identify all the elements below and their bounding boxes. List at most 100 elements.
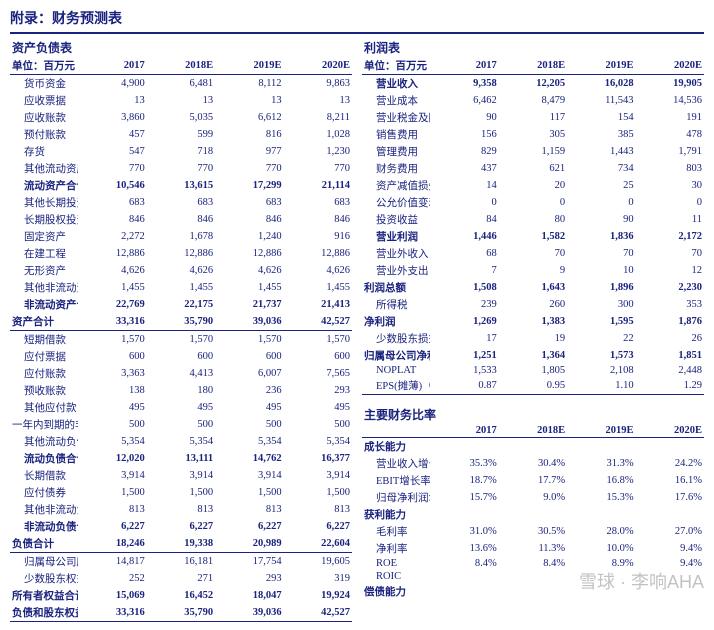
- data-cell: 260: [499, 296, 567, 313]
- data-cell: 495: [147, 399, 215, 416]
- data-cell: 8,112: [215, 75, 283, 93]
- year-header: 2019E: [215, 57, 283, 75]
- data-cell: 30.4%: [499, 455, 567, 472]
- data-cell: 305: [499, 126, 567, 143]
- row-label: 营业利润: [362, 228, 430, 245]
- row-label: 应收账款: [10, 109, 78, 126]
- data-cell: 17: [430, 330, 498, 347]
- row-label: 一年内到期的非流动负债: [10, 416, 78, 433]
- row-label: 其他流动负债: [10, 433, 78, 450]
- year-header: 2018E: [147, 57, 215, 75]
- data-cell: 319: [284, 570, 352, 587]
- data-cell: 180: [147, 382, 215, 399]
- data-cell: 600: [215, 348, 283, 365]
- data-cell: 916: [284, 228, 352, 245]
- data-cell: 18.7%: [430, 472, 498, 489]
- data-cell: 5,035: [147, 109, 215, 126]
- data-cell: 19,924: [284, 587, 352, 604]
- row-label: 成长能力: [362, 438, 430, 456]
- data-cell: 1,851: [636, 347, 704, 364]
- data-cell: 12,886: [284, 245, 352, 262]
- data-cell: 1,251: [430, 347, 498, 364]
- data-cell: 17.6%: [636, 489, 704, 506]
- row-label: 营业外收入: [362, 245, 430, 262]
- data-cell: 13,615: [147, 177, 215, 194]
- data-cell: 2,448: [636, 364, 704, 377]
- data-cell: 1,643: [499, 279, 567, 296]
- data-cell: 20: [499, 177, 567, 194]
- data-cell: 16,181: [147, 553, 215, 571]
- row-label: 无形资产: [10, 262, 78, 279]
- data-cell: 19,905: [636, 75, 704, 93]
- data-cell: 5,354: [215, 433, 283, 450]
- data-cell: 117: [499, 109, 567, 126]
- data-cell: 353: [636, 296, 704, 313]
- data-cell: 846: [78, 211, 146, 228]
- row-label: 销售费用: [362, 126, 430, 143]
- data-cell: 0: [636, 194, 704, 211]
- data-cell: 4,626: [284, 262, 352, 279]
- financial-forecast-page: 附录：财务预测表 资产负债表单位：百万元20172018E2019E2020E货…: [0, 0, 714, 630]
- row-label: 存货: [10, 143, 78, 160]
- data-cell: 4,626: [215, 262, 283, 279]
- row-label: 毛利率: [362, 523, 430, 540]
- left-column: 资产负债表单位：百万元20172018E2019E2020E货币资金4,9006…: [10, 38, 352, 622]
- data-cell: 3,860: [78, 109, 146, 126]
- data-cell: 2,230: [636, 279, 704, 296]
- data-cell: 24.2%: [636, 455, 704, 472]
- section-header: 利润表: [362, 38, 704, 57]
- data-cell: 600: [147, 348, 215, 365]
- data-cell: 5,354: [284, 433, 352, 450]
- data-cell: 803: [636, 160, 704, 177]
- data-cell: 3,914: [215, 467, 283, 484]
- data-cell: 14,817: [78, 553, 146, 571]
- data-cell: 1,582: [499, 228, 567, 245]
- data-cell: [636, 438, 704, 456]
- data-cell: 1.10: [567, 377, 635, 395]
- data-cell: 1,595: [567, 313, 635, 330]
- data-cell: 138: [78, 382, 146, 399]
- year-header: 2020E: [636, 57, 704, 75]
- data-cell: 495: [78, 399, 146, 416]
- row-label: 在建工程: [10, 245, 78, 262]
- data-cell: 6,227: [284, 518, 352, 535]
- data-cell: 22,769: [78, 296, 146, 313]
- row-label: 固定资产: [10, 228, 78, 245]
- data-cell: 6,007: [215, 365, 283, 382]
- row-label: 非流动负债合计: [10, 518, 78, 535]
- data-cell: 0.95: [499, 377, 567, 395]
- data-cell: 683: [215, 194, 283, 211]
- data-cell: 8.4%: [430, 557, 498, 570]
- row-label: EPS(摊薄)（元）: [362, 377, 430, 395]
- data-cell: 8.4%: [499, 557, 567, 570]
- row-label: 营业外支出: [362, 262, 430, 279]
- row-label: 其他流动资产: [10, 160, 78, 177]
- row-label: 获利能力: [362, 506, 430, 523]
- unit-label: 单位：百万元: [10, 57, 78, 75]
- data-cell: [567, 506, 635, 523]
- row-label: 货币资金: [10, 75, 78, 93]
- row-label: 资产减值损失: [362, 177, 430, 194]
- row-label: 营业税金及附加: [362, 109, 430, 126]
- data-cell: 16.8%: [567, 472, 635, 489]
- data-cell: 1,455: [215, 279, 283, 296]
- data-cell: 829: [430, 143, 498, 160]
- row-label: NOPLAT: [362, 364, 430, 377]
- data-cell: 1,500: [78, 484, 146, 501]
- row-label: 所得税: [362, 296, 430, 313]
- data-cell: 70: [567, 245, 635, 262]
- data-cell: 68: [430, 245, 498, 262]
- section-header: 主要财务比率: [362, 405, 704, 424]
- data-cell: 500: [284, 416, 352, 433]
- data-cell: 770: [284, 160, 352, 177]
- data-cell: 11: [636, 211, 704, 228]
- row-label: 预付账款: [10, 126, 78, 143]
- data-cell: 1,455: [284, 279, 352, 296]
- data-cell: 10,546: [78, 177, 146, 194]
- data-cell: 1,500: [284, 484, 352, 501]
- data-cell: 385: [567, 126, 635, 143]
- data-cell: 1,269: [430, 313, 498, 330]
- data-cell: 6,462: [430, 92, 498, 109]
- data-cell: 734: [567, 160, 635, 177]
- data-cell: 27.0%: [636, 523, 704, 540]
